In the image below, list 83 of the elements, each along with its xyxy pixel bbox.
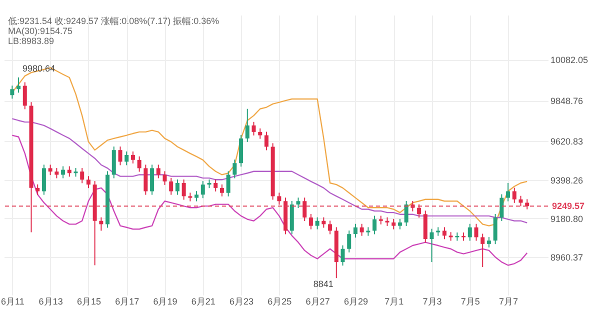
candlestick [144,164,148,196]
candlestick [175,178,180,196]
candlestick [264,131,268,151]
candlestick [398,218,402,230]
annotation: 8841 [313,279,334,290]
candlestick [118,146,122,166]
candlestick [512,187,516,204]
candlestick [474,223,478,242]
y-tick-label: 9180.80 [550,214,584,224]
candlestick [315,216,320,230]
candlestick [245,108,250,142]
candlestick [308,213,313,230]
x-tick-label: 7月5 [460,296,480,306]
candlestick [500,194,504,222]
x-tick-label: 6月19 [153,296,178,306]
x-tick-label: 6月13 [38,296,63,306]
candlestick [506,182,510,202]
y-tick-label: 9620.83 [550,136,584,146]
x-tick-label: 6月21 [191,296,216,306]
candlestick [525,198,530,210]
candlestick [130,150,135,164]
candlestick [194,190,199,202]
line-series [12,134,528,266]
candlestick [353,223,358,238]
candlestick [200,180,205,199]
annotation: MA(30):9154.75 [8,26,73,36]
candlestick [404,200,408,226]
candlestick [442,226,446,240]
candlestick [54,168,59,179]
x-tick-label: 6月25 [268,296,292,306]
candlestick [86,176,90,189]
candlestick [417,204,422,218]
candlestick [486,236,491,248]
candlestick [252,121,256,136]
candlestick [156,164,160,179]
candlestick [137,156,142,172]
candlestick [302,197,307,222]
x-tick-label: 6月17 [115,296,140,306]
candlestick [480,233,485,268]
annotation: 9980.64 [22,63,56,74]
annotation: 低:9231.54 收:9249.57 涨幅:0.08%(7.17) 振幅:0.36% [8,16,220,26]
x-tick-label: 6月11 [1,296,24,306]
x-tick-label: 7月3 [422,296,442,306]
candlestick [80,168,84,184]
candlestick [169,177,174,196]
x-tick-label: 7月1 [384,296,404,306]
candlestick [296,197,300,209]
candlestick [150,164,154,196]
candlestick [182,178,186,200]
candlestick [214,178,218,192]
candlestick [162,170,167,186]
candlestick [124,150,129,166]
candlestick [61,166,66,179]
candlestick [10,85,14,100]
candlestick [328,220,332,235]
candlestick [258,128,262,140]
x-tick-label: 7月7 [499,296,518,306]
candlestick [226,170,230,197]
candlestick [220,184,224,197]
candlestick [392,218,396,230]
candlestick [48,164,52,176]
candlestick [22,82,27,110]
y-tick-label: 8960.37 [550,252,584,263]
candlestick [36,184,40,196]
candlestick [42,164,46,196]
y-tick-label: 9848.76 [550,96,584,106]
annotation: LB:8983.89 [8,36,54,46]
x-tick-label: 6月15 [76,296,101,306]
candlestick [340,244,345,266]
candlestick [360,223,364,236]
y-tick-label: 10082.05 [550,55,588,66]
x-tick-label: 6月29 [344,296,368,306]
x-tick-label: 6月27 [306,296,330,306]
candlestick [347,230,352,253]
candlestick [277,192,282,206]
ref-line-label: 9249.57 [552,201,585,212]
candlestick [493,213,498,245]
candlestick [430,228,434,263]
candlestick [232,159,237,179]
candlestick [372,215,377,235]
x-tick-label: 6月23 [230,296,254,306]
y-tick-label: 9398.26 [550,175,584,186]
candlestick [468,223,472,242]
